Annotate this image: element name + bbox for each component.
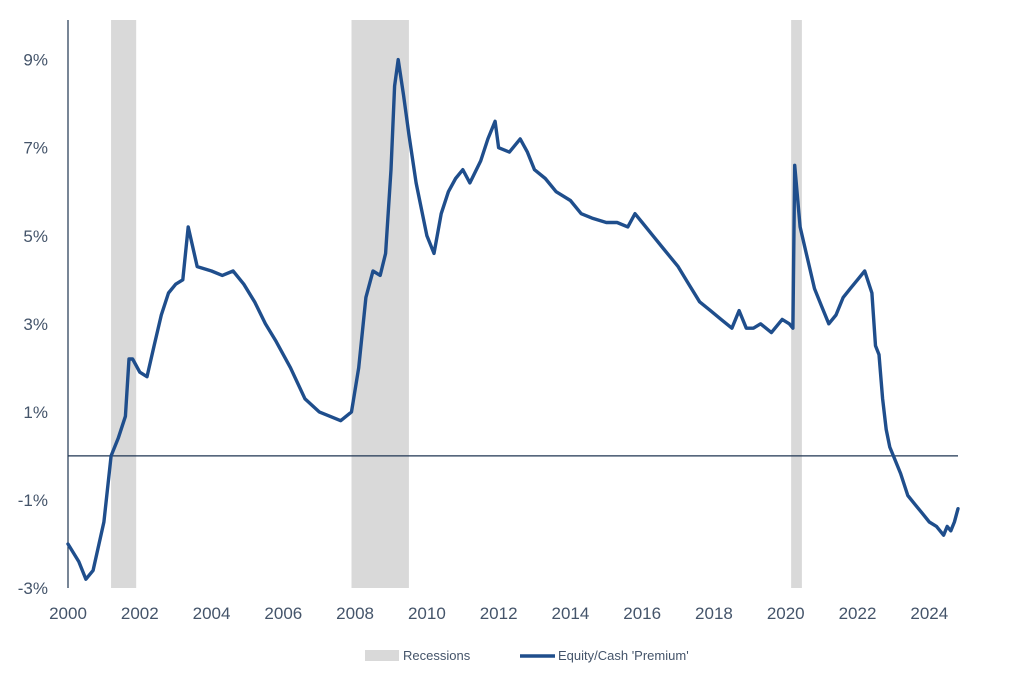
x-tick-label: 2002 [121, 604, 159, 623]
y-tick-labels: -3% -1% 1% 3% 5% 7% 9% [18, 51, 48, 598]
x-tick-labels: 2000 2002 2004 2006 2008 2010 2012 2014 2016 2018… [49, 604, 948, 623]
y-tick-label: -1% [18, 491, 48, 510]
x-tick-label: 2020 [767, 604, 805, 623]
y-tick-label: -3% [18, 579, 48, 598]
recession-band-1 [111, 20, 137, 588]
series-line-premium [66, 57, 960, 581]
x-tick-label: 2006 [264, 604, 302, 623]
recession-band-2 [351, 20, 409, 588]
y-tick-label: 9% [23, 51, 48, 70]
x-tick-label: 2010 [408, 604, 446, 623]
series-lines [66, 57, 960, 581]
x-tick-label: 2022 [839, 604, 877, 623]
x-tick-label: 2008 [336, 604, 374, 623]
x-tick-label: 2000 [49, 604, 87, 623]
x-tick-label: 2014 [552, 604, 590, 623]
y-tick-label: 7% [23, 139, 48, 158]
y-tick-label: 1% [23, 403, 48, 422]
y-tick-label: 5% [23, 227, 48, 246]
recession-bands [111, 20, 802, 588]
x-tick-label: 2024 [910, 604, 948, 623]
legend-recessions-swatch [365, 650, 399, 661]
legend: Recessions Equity/Cash 'Premium' [365, 648, 689, 663]
x-tick-label: 2004 [193, 604, 231, 623]
y-tick-label: 3% [23, 315, 48, 334]
x-tick-label: 2016 [623, 604, 661, 623]
legend-recessions-label: Recessions [403, 648, 471, 663]
x-tick-label: 2018 [695, 604, 733, 623]
recession-band-3 [791, 20, 802, 588]
axes [67, 20, 958, 588]
legend-premium-label: Equity/Cash 'Premium' [558, 648, 689, 663]
x-tick-label: 2012 [480, 604, 518, 623]
